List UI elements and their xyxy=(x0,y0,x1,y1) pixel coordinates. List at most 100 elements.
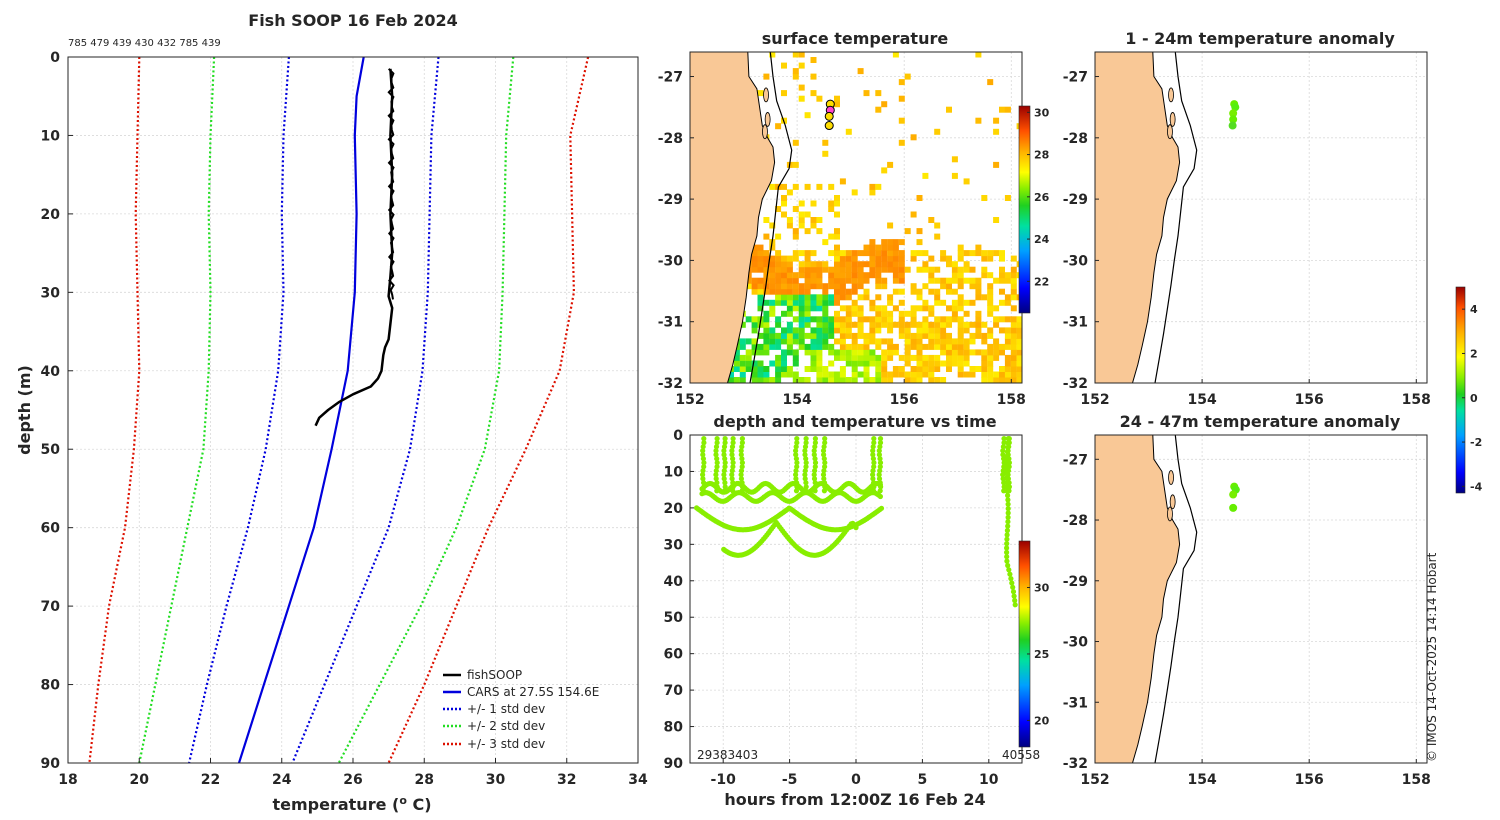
sst-cell xyxy=(763,261,770,268)
sst-cell xyxy=(857,277,864,284)
sst-cell xyxy=(1004,277,1011,284)
sst-cell xyxy=(934,338,941,345)
sst-cell xyxy=(798,321,805,328)
sst-cell xyxy=(745,277,752,284)
time-obs-point xyxy=(803,484,809,490)
sst-cell xyxy=(1004,195,1011,201)
sst-cell xyxy=(881,354,888,361)
sst-cell xyxy=(757,261,764,268)
sst-cell xyxy=(851,255,858,262)
sst-cell xyxy=(751,366,758,372)
sst-cell xyxy=(869,338,876,345)
sst-cell xyxy=(804,266,811,273)
time-obs-point xyxy=(877,468,883,474)
sst-cell xyxy=(781,266,787,273)
sst-cell xyxy=(822,316,829,323)
sst-cell xyxy=(1010,354,1017,361)
time-xtick-label: 5 xyxy=(918,772,928,788)
sst-cell xyxy=(751,321,758,328)
sst-cell xyxy=(1004,299,1011,306)
sst-cell xyxy=(798,52,805,58)
sst-cell xyxy=(881,360,888,367)
time-ytick-label: 60 xyxy=(664,647,684,663)
sst-cell xyxy=(898,327,905,334)
time-obs-point xyxy=(1005,523,1011,529)
sst-cell xyxy=(828,321,835,328)
time-obs-point xyxy=(793,488,800,494)
sst-cell xyxy=(875,360,882,367)
sst-cell xyxy=(975,244,982,251)
time-cb-label: 30 xyxy=(1034,582,1050,595)
sst-cell xyxy=(934,354,941,361)
time-obs-point xyxy=(793,456,800,462)
sst-cell xyxy=(810,261,817,268)
sst-cell xyxy=(816,354,823,361)
sst-cell xyxy=(851,377,858,383)
anomaly-shallow-ticks: 152 154 156 158 -27 -28 -29 -30 -31 -32 xyxy=(1063,70,1431,408)
time-ytick-label: 90 xyxy=(664,756,684,772)
time-obs-point xyxy=(794,440,800,446)
sst-cell xyxy=(869,244,876,251)
time-obs-point xyxy=(1005,492,1011,499)
sst-cell xyxy=(892,371,899,378)
sst-cell xyxy=(869,332,876,339)
sst-cell xyxy=(869,250,876,257)
anomaly-marker xyxy=(1228,121,1237,130)
sst-cell xyxy=(792,377,799,383)
time-obs-point xyxy=(878,505,885,511)
sst-cell xyxy=(999,377,1005,383)
sst-cell xyxy=(863,343,870,350)
sst-cell xyxy=(769,332,776,339)
sst-cell xyxy=(916,239,923,246)
sst-cell xyxy=(828,250,835,257)
time-obs-point xyxy=(739,464,745,470)
time-obs-point xyxy=(1004,462,1010,468)
anomaly-marker xyxy=(1229,503,1238,512)
map-ytick-label: -28 xyxy=(658,131,683,147)
map-ytick-label: -30 xyxy=(1063,253,1089,269)
sst-cell xyxy=(763,299,770,306)
sst-cell xyxy=(775,294,782,301)
sst-cell xyxy=(828,377,835,383)
time-obs-point xyxy=(820,472,827,478)
sst-cell xyxy=(951,310,958,317)
sst-cell xyxy=(981,349,988,356)
time-obs-point xyxy=(722,464,728,470)
sst-cell xyxy=(798,377,805,383)
sst-cell xyxy=(763,250,770,257)
sst-cell xyxy=(946,305,952,312)
sst-cell xyxy=(781,183,787,190)
sst-cell xyxy=(845,277,852,284)
sst-cell xyxy=(1016,377,1022,383)
sst-cell xyxy=(769,183,776,190)
sst-cell xyxy=(751,266,758,273)
map-ytick-label: -27 xyxy=(658,70,683,86)
time-obs-point xyxy=(1005,519,1011,525)
anomaly-deep-coastline xyxy=(1095,435,1198,763)
time-obs-point xyxy=(870,448,876,454)
time-ytick-label: 30 xyxy=(664,537,684,553)
sst-cell xyxy=(798,261,805,268)
sst-cell xyxy=(845,294,852,301)
sst-cell xyxy=(839,305,846,312)
sst-cell xyxy=(957,360,964,367)
sst-cell xyxy=(792,139,799,146)
sst-cell xyxy=(816,338,823,345)
sst-cell xyxy=(951,360,958,367)
sst-cell xyxy=(804,310,811,317)
time-colorbar xyxy=(1018,540,1031,748)
sst-cell xyxy=(957,294,964,301)
sst-cell xyxy=(781,366,787,372)
sst-cell xyxy=(993,343,1000,350)
sst-cell xyxy=(981,354,988,361)
profile-series-cars xyxy=(237,57,365,763)
sst-cell xyxy=(910,366,917,372)
sst-cell xyxy=(816,377,823,383)
sst-cell xyxy=(845,261,852,268)
sst-cell xyxy=(816,95,823,102)
time-obs-point xyxy=(730,456,736,462)
sst-cell xyxy=(863,338,870,345)
legend-label-fishsoop: fishSOOP xyxy=(467,668,522,682)
sst-cell xyxy=(898,250,905,257)
time-obs-point xyxy=(729,444,736,450)
